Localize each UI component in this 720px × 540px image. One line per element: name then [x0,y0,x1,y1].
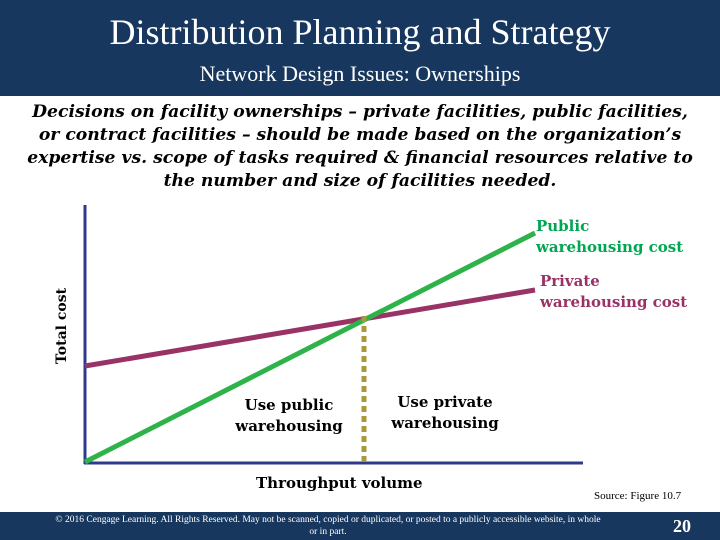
private-cost-label-line1: Private [540,272,600,290]
use-private-label: Use private warehousing [384,392,506,434]
slide-footer: © 2016 Cengage Learning. All Rights Rese… [0,512,720,540]
use-public-line2: warehousing [235,417,343,435]
y-axis-label: Total cost [54,287,70,365]
private-warehousing-cost-line [84,287,536,369]
copyright-line1: © 2016 Cengage Learning. All Rights Rese… [55,515,601,525]
public-cost-label-line2: warehousing cost [536,238,684,256]
use-public-line1: Use public [244,396,334,414]
slide-title: Distribution Planning and Strategy [109,12,611,52]
copyright-line2: or in part. [309,527,347,537]
x-axis-label: Throughput volume [256,474,423,492]
public-cost-label: Public warehousing cost [536,216,683,258]
use-public-label: Use public warehousing [230,395,348,437]
description-line: Decisions on facility ownerships – priva… [32,102,688,122]
use-private-line1: Use private [397,393,493,411]
slide-subtitle: Network Design Issues: Ownerships [199,61,521,86]
slide-header: Distribution Planning and Strategy Netwo… [0,0,720,96]
description-line: or contract facilities – should be made … [38,125,682,145]
page-number: 20 [673,516,691,536]
public-cost-label-line1: Public [536,217,590,235]
description-line: the number and size of facilities needed… [163,171,557,191]
use-private-line2: warehousing [391,414,499,432]
source-note: Source: Figure 10.7 [594,490,682,502]
private-cost-label-line2: warehousing cost [540,293,688,311]
description-line: expertise vs. scope of tasks required & … [27,148,693,168]
private-cost-label: Private warehousing cost [540,271,687,313]
copyright-text: © 2016 Cengage Learning. All Rights Rese… [28,514,628,538]
public-warehousing-cost-line [83,230,537,465]
description-text: Decisions on facility ownerships – priva… [22,101,698,193]
